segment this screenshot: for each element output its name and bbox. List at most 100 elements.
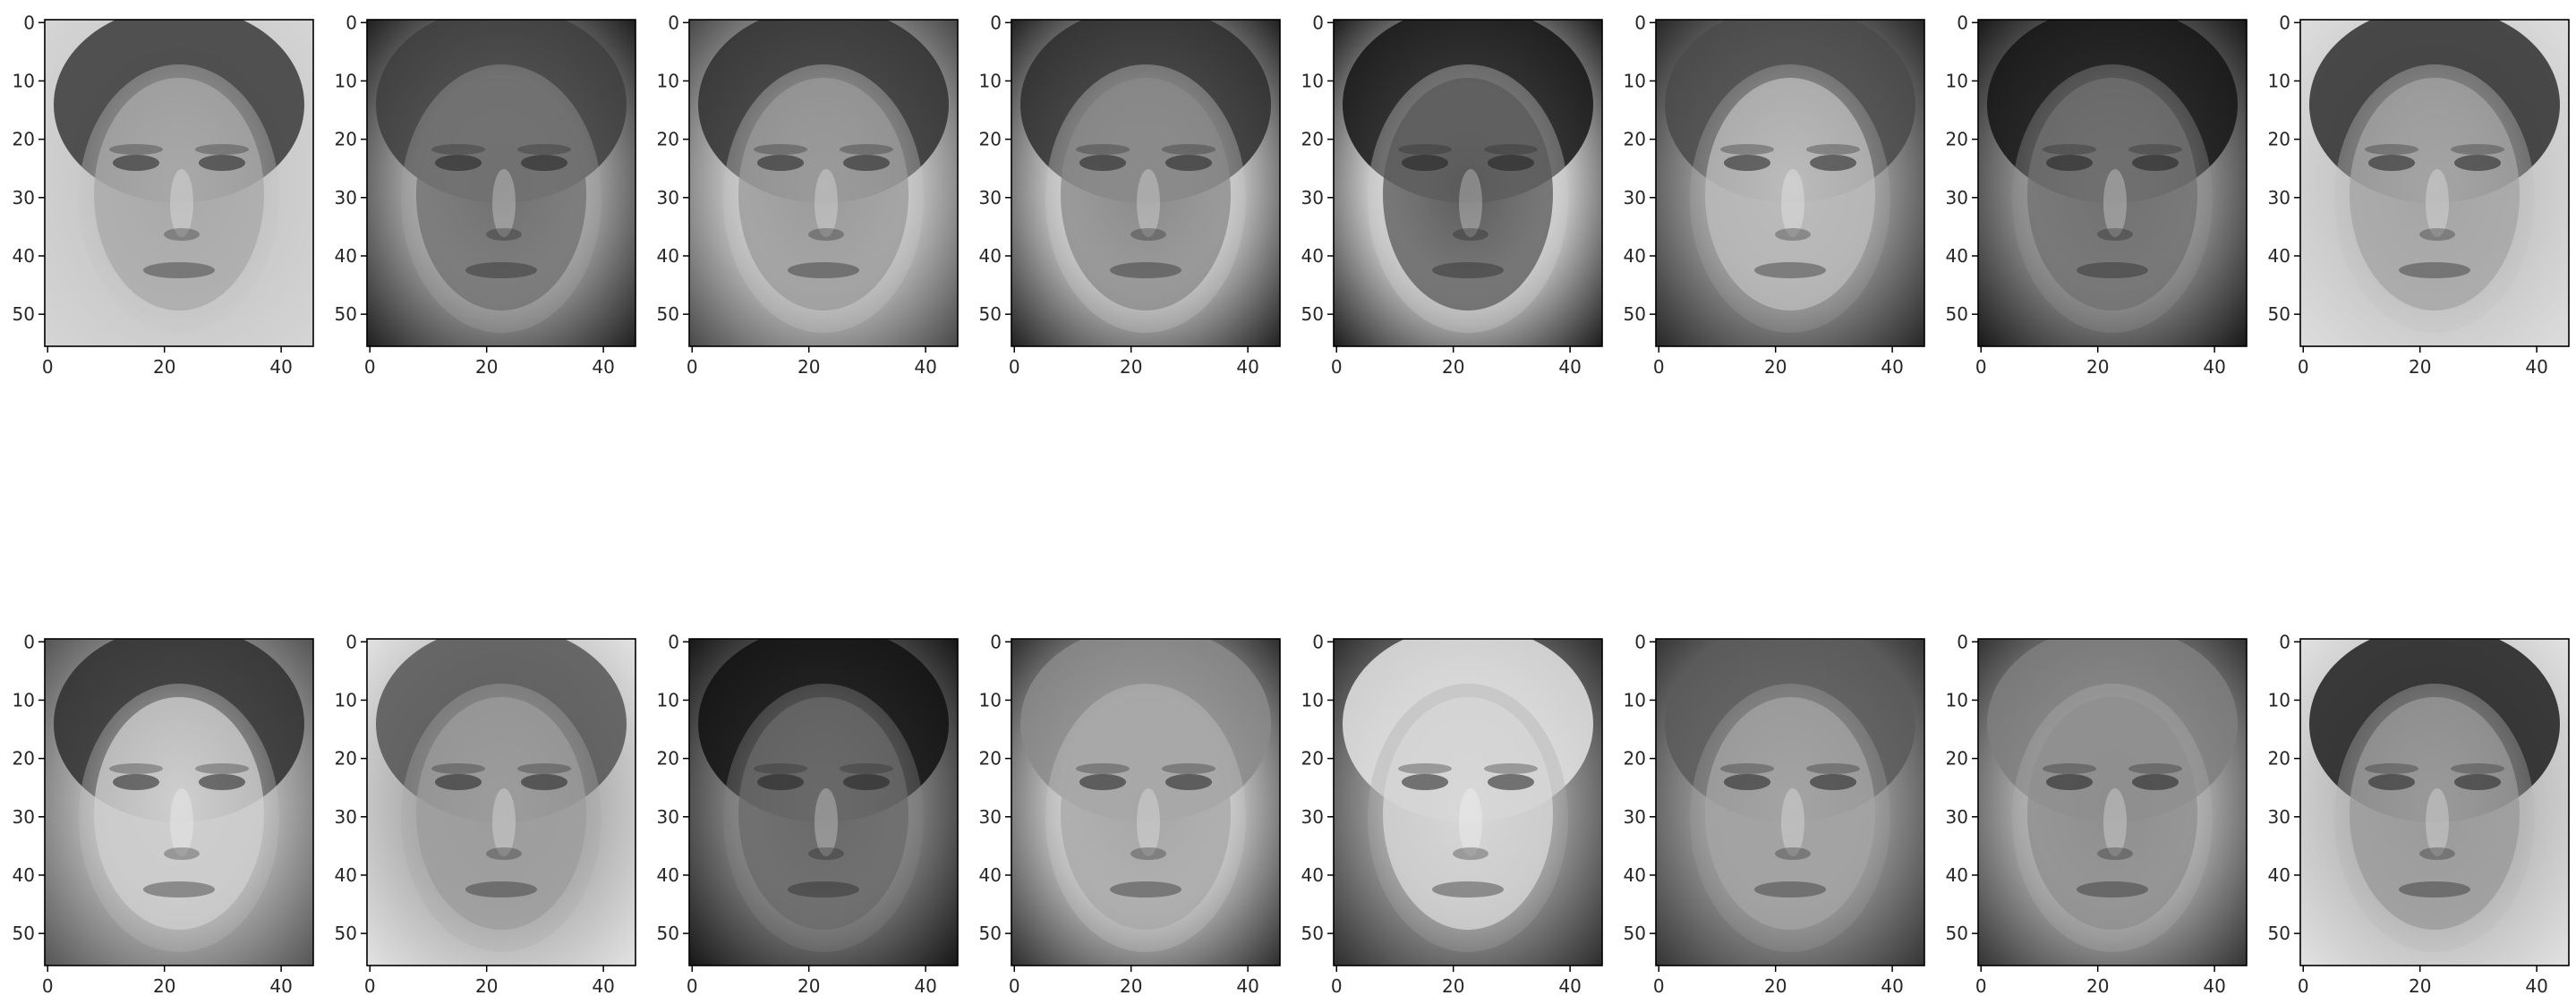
- x-tick-label: 20: [153, 975, 175, 997]
- x-tick-label: 0: [42, 975, 54, 997]
- y-tick-label: 50: [335, 303, 357, 325]
- x-tick-label: 20: [1442, 356, 1464, 378]
- y-tick-label: 50: [1624, 923, 1646, 944]
- x-tick-label: 0: [364, 975, 376, 997]
- face-image: [1656, 625, 1924, 966]
- y-tick-label: 30: [2268, 187, 2290, 208]
- y-tick-label: 20: [1624, 129, 1646, 150]
- y-tick-label: 10: [1624, 70, 1646, 91]
- face-image: [45, 625, 313, 966]
- y-tick-label: 30: [657, 187, 679, 208]
- face-panel-r2c7: 0 20 40 0 10 20 30 40 50: [1946, 625, 2247, 997]
- face-panel-r1c8: 0 20 40 0 10 20 30 40 50: [2268, 6, 2569, 378]
- y-tick-label: 0: [23, 631, 35, 652]
- y-tick-label: 40: [335, 864, 357, 886]
- x-tick-label: 0: [687, 356, 698, 378]
- y-tick-label: 50: [13, 923, 35, 944]
- y-tick-label: 0: [990, 12, 1002, 33]
- x-tick-label: 40: [1236, 975, 1258, 997]
- y-tick-label: 50: [1301, 303, 1324, 325]
- y-tick-label: 20: [335, 748, 357, 770]
- face-panel-r1c5: 0 20 40 0 10 20 30 40 50: [1301, 6, 1602, 378]
- y-tick-label: 30: [1946, 806, 1968, 828]
- y-tick-label: 0: [1312, 631, 1324, 652]
- face-image: [367, 625, 635, 966]
- y-tick-label: 0: [1634, 12, 1646, 33]
- y-tick-label: 20: [979, 129, 1002, 150]
- y-tick-label: 10: [335, 689, 357, 710]
- x-tick-label: 0: [42, 356, 54, 378]
- y-tick-label: 20: [1301, 129, 1324, 150]
- y-tick-label: 10: [657, 689, 679, 710]
- x-tick-label: 20: [475, 356, 498, 378]
- y-tick-label: 20: [2268, 129, 2290, 150]
- x-tick-label: 40: [592, 975, 614, 997]
- y-tick-label: 30: [979, 187, 1002, 208]
- face-image: [1011, 625, 1280, 966]
- face-panel-r1c3: 0 20 4001020304050: [657, 6, 958, 378]
- face-panel-r1c7: 0 20 4001020304050: [1946, 6, 2247, 378]
- y-tick-label: 0: [23, 12, 35, 33]
- y-tick-label: 50: [1624, 303, 1646, 325]
- y-tick-label: 50: [335, 923, 357, 944]
- face-image: [45, 6, 313, 346]
- y-tick-label: 40: [1624, 864, 1646, 886]
- y-tick-label: 40: [657, 864, 679, 886]
- y-tick-label: 20: [657, 748, 679, 770]
- y-tick-label: 10: [979, 70, 1002, 91]
- x-tick-label: 40: [914, 975, 936, 997]
- y-tick-label: 40: [2268, 245, 2290, 267]
- x-tick-label: 40: [2525, 356, 2547, 378]
- x-tick-label: 0: [1009, 356, 1020, 378]
- x-tick-label: 0: [364, 356, 376, 378]
- y-tick-label: 10: [979, 689, 1002, 710]
- y-tick-label: 30: [979, 806, 1002, 828]
- y-tick-label: 0: [1957, 12, 1968, 33]
- y-tick-label: 40: [13, 245, 35, 267]
- y-tick-label: 30: [1301, 187, 1324, 208]
- x-tick-label: 20: [2409, 356, 2431, 378]
- y-tick-label: 0: [1634, 631, 1646, 652]
- y-tick-label: 30: [335, 187, 357, 208]
- y-tick-label: 40: [13, 864, 35, 886]
- y-tick-label: 30: [13, 806, 35, 828]
- x-tick-label: 20: [2086, 356, 2109, 378]
- y-tick-label: 40: [1624, 245, 1646, 267]
- y-tick-label: 50: [2268, 303, 2290, 325]
- x-tick-label: 0: [1331, 356, 1343, 378]
- x-tick-label: 40: [1236, 356, 1258, 378]
- x-tick-label: 0: [687, 975, 698, 997]
- x-tick-label: 40: [1881, 975, 1903, 997]
- y-tick-label: 0: [990, 631, 1002, 652]
- x-tick-label: 20: [798, 356, 820, 378]
- y-tick-label: 10: [2268, 689, 2290, 710]
- face-image: [689, 625, 958, 966]
- y-tick-label: 0: [2279, 12, 2290, 33]
- x-tick-label: 40: [1558, 975, 1581, 997]
- x-tick-label: 0: [2298, 975, 2309, 997]
- x-tick-label: 20: [1120, 975, 1142, 997]
- x-tick-label: 20: [2409, 975, 2431, 997]
- face-panel-r2c5: 0 20 4001020304050: [1301, 625, 1602, 997]
- y-tick-label: 40: [979, 864, 1002, 886]
- y-tick-label: 0: [1312, 12, 1324, 33]
- y-tick-label: 40: [1301, 864, 1324, 886]
- face-image: [1334, 6, 1602, 346]
- y-tick-label: 50: [657, 923, 679, 944]
- x-tick-label: 0: [1653, 356, 1665, 378]
- x-tick-label: 20: [798, 975, 820, 997]
- x-tick-label: 40: [592, 356, 614, 378]
- x-tick-label: 40: [1881, 356, 1903, 378]
- face-panel-r2c4: 0 20 4001020304050: [979, 625, 1280, 997]
- y-tick-label: 10: [13, 70, 35, 91]
- face-image: [1656, 6, 1924, 346]
- x-tick-label: 20: [153, 356, 175, 378]
- y-tick-label: 50: [657, 303, 679, 325]
- x-tick-label: 20: [1764, 975, 1787, 997]
- x-tick-label: 20: [2086, 975, 2109, 997]
- x-tick-label: 40: [1558, 356, 1581, 378]
- y-tick-label: 20: [13, 129, 35, 150]
- y-tick-label: 10: [657, 70, 679, 91]
- y-tick-label: 50: [2268, 923, 2290, 944]
